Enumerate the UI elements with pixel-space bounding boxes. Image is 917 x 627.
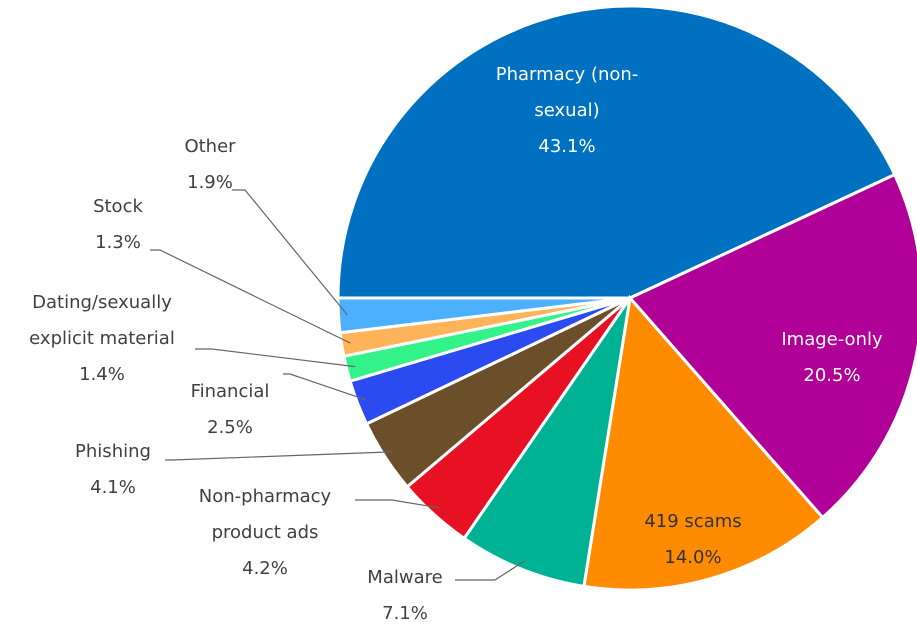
slice-label: Dating/sexually explicit material 1.4%	[10, 285, 195, 393]
slice-label: Malware 7.1%	[345, 560, 465, 627]
pie-slice	[627, 172, 917, 520]
category-name: Stock	[93, 196, 143, 217]
category-name: Financial	[190, 381, 270, 402]
category-name: Non-pharmacy product ads	[198, 486, 332, 543]
value-label: 7.1%	[382, 603, 428, 624]
category-name: Malware	[367, 567, 443, 588]
category-name: Phishing	[75, 441, 151, 462]
value-label: 43.1%	[538, 136, 596, 157]
value-label: 1.3%	[95, 232, 141, 253]
value-label: 14.0%	[664, 547, 722, 568]
value-label: 1.9%	[187, 172, 233, 193]
leader-line	[355, 499, 440, 509]
value-label: 4.2%	[242, 558, 288, 579]
leader-line	[283, 373, 366, 401]
slice-label: 419 scams 14.0%	[618, 504, 768, 576]
pie-slice	[336, 4, 897, 300]
pie-slice	[462, 297, 632, 589]
value-label: 4.1%	[90, 477, 136, 498]
value-label: 1.4%	[79, 364, 125, 385]
slice-label: Pharmacy (non-sexual) 43.1%	[492, 57, 642, 165]
leader-line	[150, 249, 351, 344]
slice-label: Non-pharmacy product ads 4.2%	[183, 479, 348, 587]
category-name: Pharmacy (non-sexual)	[495, 64, 639, 121]
category-name: Dating/sexually explicit material	[29, 292, 175, 349]
leader-line	[165, 451, 393, 461]
slice-label: Phishing 4.1%	[53, 434, 173, 506]
slice-label: Other 1.9%	[160, 129, 260, 201]
category-name: 419 scams	[644, 511, 742, 532]
leader-line	[455, 560, 525, 581]
leader-line	[195, 348, 356, 368]
slice-label: Stock 1.3%	[68, 189, 168, 261]
pie-slice	[582, 294, 825, 592]
category-name: Image-only	[781, 329, 883, 350]
slice-label: Financial 2.5%	[170, 374, 290, 446]
pie-slice	[336, 296, 631, 335]
slice-label: Image-only 20.5%	[752, 322, 912, 394]
leader-line	[232, 189, 348, 316]
value-label: 2.5%	[207, 417, 253, 438]
category-name: Other	[184, 136, 236, 157]
value-label: 20.5%	[803, 365, 861, 386]
